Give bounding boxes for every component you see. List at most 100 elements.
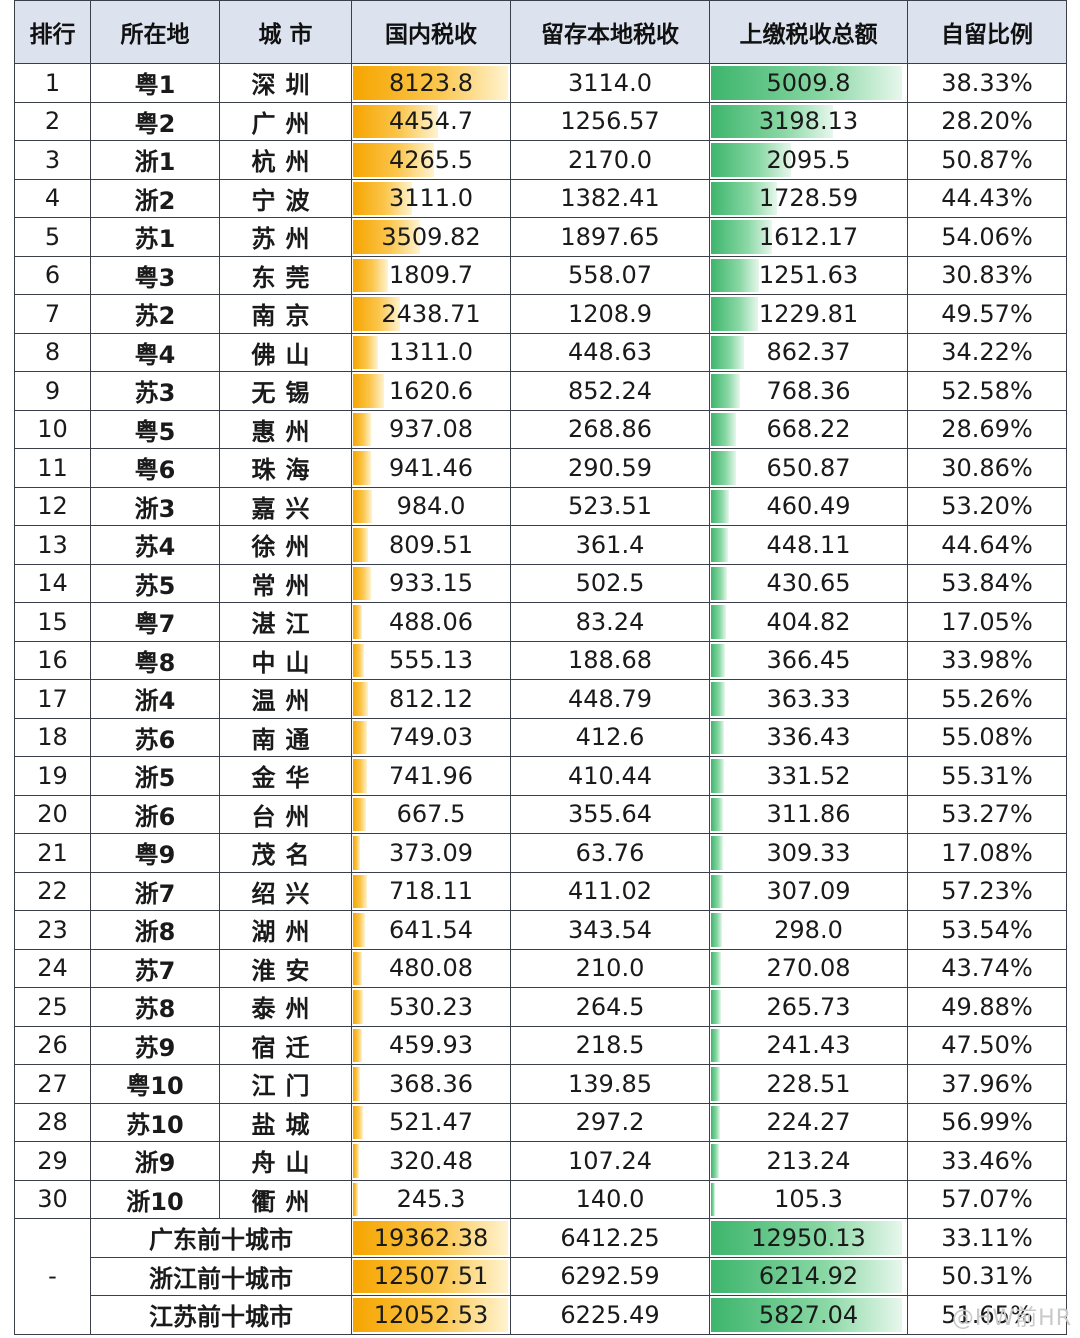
remitted-tax-cell: 5009.8 (709, 63, 908, 103)
domestic-tax-cell-bar (353, 1259, 508, 1293)
domestic-tax-cell-value: 749.03 (389, 723, 473, 752)
city-cell: 江门 (219, 1064, 352, 1104)
remitted-tax-cell: 311.86 (709, 794, 908, 834)
region-cell: 粤10 (90, 1064, 220, 1104)
remitted-tax-cell: 3198.13 (709, 101, 908, 141)
domestic-tax-cell: 812.12 (351, 679, 511, 719)
region-cell: 粤7 (90, 602, 220, 642)
retention-ratio-cell: 53.27% (907, 794, 1067, 834)
domestic-tax-cell-bar (353, 143, 435, 177)
region-cell: 苏5 (90, 563, 220, 603)
remitted-tax-cell-value: 862.37 (766, 338, 851, 367)
domestic-tax-cell-bar (353, 297, 400, 331)
remitted-tax-cell-value: 448.11 (766, 530, 851, 559)
remitted-tax-cell-bar (711, 258, 759, 292)
remitted-tax-cell: 2095.5 (709, 140, 908, 180)
rank-cell: 30 (14, 1179, 91, 1219)
rank-cell: 1 (14, 63, 91, 103)
retained-tax-cell: 523.51 (510, 486, 710, 526)
region-cell: 苏2 (90, 294, 220, 334)
region-cell: 粤3 (90, 255, 220, 295)
remitted-tax-cell: 241.43 (709, 1025, 908, 1065)
domestic-tax-cell-value: 3111.0 (389, 184, 473, 213)
retention-ratio-cell: 17.05% (907, 602, 1067, 642)
domestic-tax-cell: 718.11 (351, 871, 511, 911)
remitted-tax-cell-bar (711, 643, 725, 677)
table-row: 7 苏2 南京 2438.71 1208.9 1229.81 49.57% (14, 294, 1067, 334)
domestic-tax-cell-bar (353, 682, 369, 716)
remitted-tax-cell-bar (711, 720, 724, 754)
city-cell: 南通 (219, 717, 352, 757)
table-row: 4 浙2 宁波 3111.0 1382.41 1728.59 44.43% (14, 178, 1067, 218)
rank-cell: 12 (14, 486, 91, 526)
domestic-tax-cell: 984.0 (351, 486, 511, 526)
rank-cell: 25 (14, 987, 91, 1027)
retained-tax-cell: 361.4 (510, 525, 710, 565)
retention-ratio-cell: 30.86% (907, 448, 1067, 488)
city-cell: 湖州 (219, 910, 352, 950)
domestic-tax-cell-bar (353, 720, 368, 754)
remitted-tax-cell-bar (711, 181, 777, 215)
remitted-tax-cell: 430.65 (709, 563, 908, 603)
domestic-tax-cell-bar (353, 913, 366, 947)
domestic-tax-cell-bar (353, 566, 371, 600)
summary-rank-cell: - (14, 1218, 91, 1335)
domestic-tax-cell-bar (353, 489, 372, 523)
domestic-tax-cell: 749.03 (351, 717, 511, 757)
remitted-tax-cell-bar (711, 528, 729, 562)
remitted-tax-cell-value: 1728.59 (758, 184, 859, 213)
retained-tax-cell: 290.59 (510, 448, 710, 488)
domestic-tax-cell: 8123.8 (351, 63, 511, 103)
domestic-tax-cell-bar (353, 797, 366, 831)
remitted-tax-cell-bar (711, 836, 723, 870)
retention-ratio-cell: 47.50% (907, 1025, 1067, 1065)
remitted-tax-cell: 224.27 (709, 1102, 908, 1142)
retention-ratio-cell: 54.06% (907, 217, 1067, 257)
remitted-tax-cell-bar (711, 566, 728, 600)
domestic-tax-cell-value: 368.36 (389, 1069, 473, 1098)
remitted-tax-cell-bar (711, 759, 724, 793)
domestic-tax-cell-bar (353, 1221, 508, 1255)
table-row: 29 浙9 舟山 320.48 107.24 213.24 33.46% (14, 1141, 1067, 1181)
remitted-tax-cell-value: 336.43 (766, 723, 851, 752)
domestic-tax-cell-bar (353, 181, 413, 215)
domestic-tax-cell-bar (353, 951, 363, 985)
retention-ratio-cell: 33.11% (907, 1218, 1067, 1258)
region-cell: 浙7 (90, 871, 220, 911)
city-cell: 宁波 (219, 178, 352, 218)
remitted-tax-cell-value: 12950.13 (751, 1223, 866, 1252)
retention-ratio-cell: 50.31% (907, 1256, 1067, 1296)
rank-cell: 23 (14, 910, 91, 950)
remitted-tax-cell-bar (711, 1182, 715, 1216)
rank-cell: 7 (14, 294, 91, 334)
remitted-tax-cell-bar (711, 874, 723, 908)
table-row: 17 浙4 温州 812.12 448.79 363.33 55.26% (14, 679, 1067, 719)
domestic-tax-cell-bar (353, 874, 367, 908)
table-row: 16 粤8 中山 555.13 188.68 366.45 33.98% (14, 640, 1067, 680)
table-row: 19 浙5 金华 741.96 410.44 331.52 55.31% (14, 756, 1067, 796)
table-row: 10 粤5 惠州 937.08 268.86 668.22 28.69% (14, 409, 1067, 449)
domestic-tax-cell-value: 245.3 (396, 1185, 466, 1214)
remitted-tax-cell-bar (711, 1028, 721, 1062)
retained-tax-cell: 210.0 (510, 948, 710, 988)
domestic-tax-cell-value: 1311.0 (389, 338, 473, 367)
rank-cell: 9 (14, 371, 91, 411)
remitted-tax-cell: 768.36 (709, 371, 908, 411)
retention-ratio-cell: 28.20% (907, 101, 1067, 141)
domestic-tax-cell: 368.36 (351, 1064, 511, 1104)
retained-tax-cell: 218.5 (510, 1025, 710, 1065)
domestic-tax-cell-value: 8123.8 (389, 68, 473, 97)
retained-tax-cell: 343.54 (510, 910, 710, 950)
table-row: 3 浙1 杭州 4265.5 2170.0 2095.5 50.87% (14, 140, 1067, 180)
region-cell: 浙8 (90, 910, 220, 950)
domestic-tax-cell-value: 3509.82 (381, 222, 481, 251)
retained-tax-cell: 355.64 (510, 794, 710, 834)
domestic-tax-cell: 4454.7 (351, 101, 511, 141)
retention-ratio-cell: 51.65% (907, 1295, 1067, 1335)
domestic-tax-cell: 941.46 (351, 448, 511, 488)
remitted-tax-cell: 307.09 (709, 871, 908, 911)
region-cell: 浙6 (90, 794, 220, 834)
rank-cell: 29 (14, 1141, 91, 1181)
retention-ratio-cell: 55.08% (907, 717, 1067, 757)
domestic-tax-cell-value: 2438.71 (381, 299, 481, 328)
